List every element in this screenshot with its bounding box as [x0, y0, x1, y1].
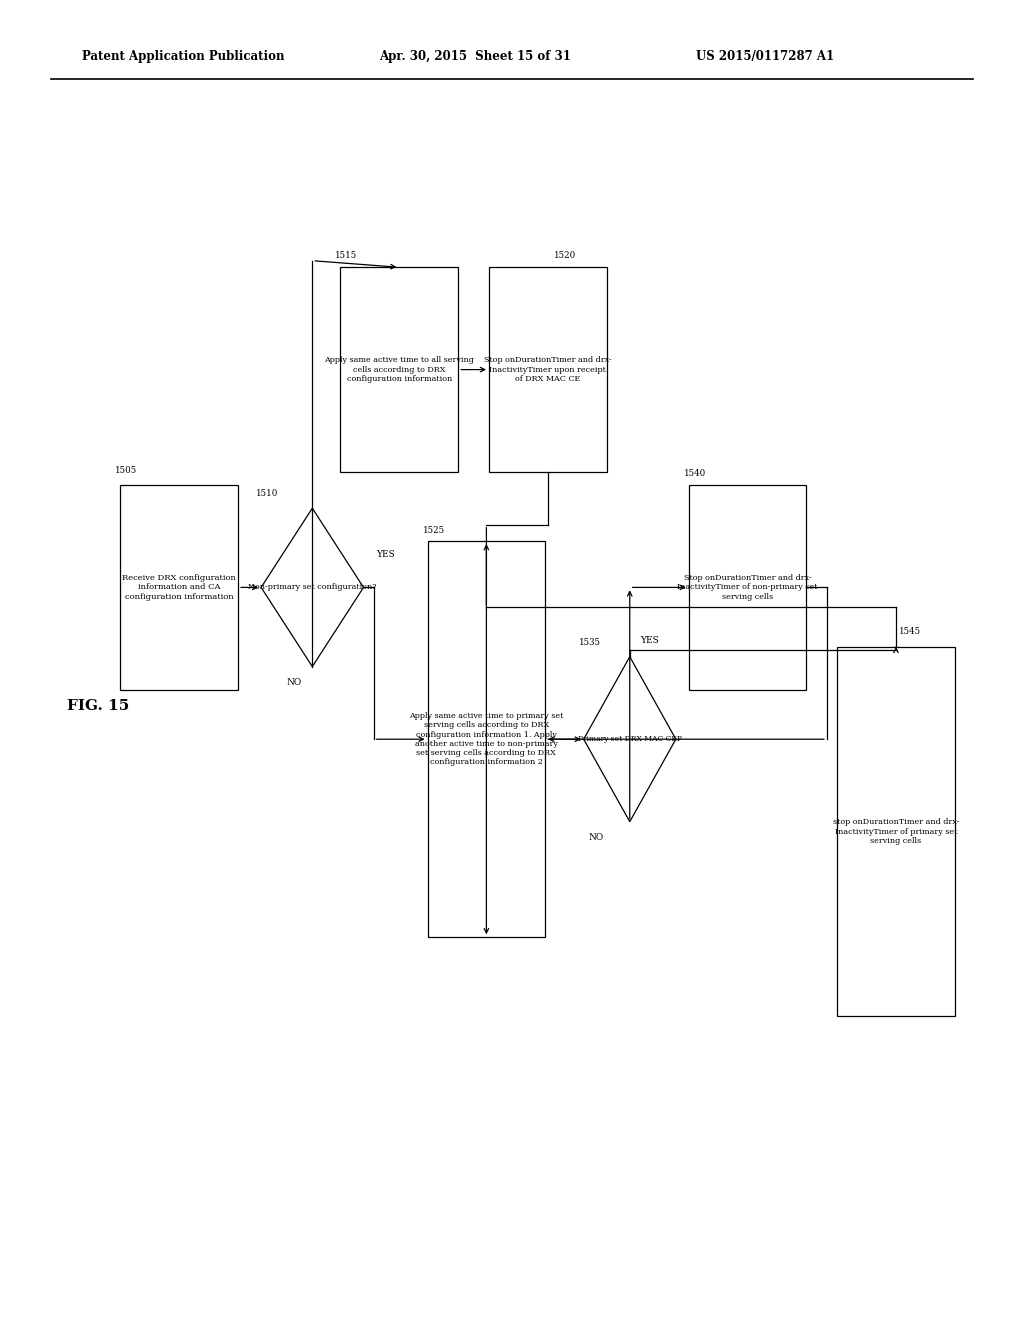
- Text: Non-primary set configuration?: Non-primary set configuration?: [248, 583, 377, 591]
- Text: 1525: 1525: [422, 525, 444, 535]
- Polygon shape: [261, 508, 364, 667]
- Text: NO: NO: [287, 678, 302, 686]
- Bar: [688, 484, 807, 689]
- Text: 1515: 1515: [336, 251, 357, 260]
- Text: Primary set DRX MAC CEP: Primary set DRX MAC CEP: [578, 735, 682, 743]
- Text: Patent Application Publication: Patent Application Publication: [82, 50, 285, 63]
- Text: Apply same active time to all serving
cells according to DRX
configuration infor: Apply same active time to all serving ce…: [325, 356, 474, 383]
- Text: NO: NO: [589, 833, 604, 842]
- Text: 1520: 1520: [553, 251, 575, 260]
- Text: Stop onDurationTimer and drx-
InactivityTimer of non-primary set
serving cells: Stop onDurationTimer and drx- Inactivity…: [677, 574, 818, 601]
- Text: 1540: 1540: [684, 469, 706, 478]
- Text: US 2015/0117287 A1: US 2015/0117287 A1: [696, 50, 835, 63]
- Text: 1505: 1505: [115, 466, 137, 475]
- Text: Stop onDurationTimer and drx-
InactivityTimer upon receipt
of DRX MAC CE: Stop onDurationTimer and drx- Inactivity…: [484, 356, 611, 383]
- Text: 1535: 1535: [579, 638, 600, 647]
- Text: 1510: 1510: [256, 488, 279, 498]
- Text: Apr. 30, 2015  Sheet 15 of 31: Apr. 30, 2015 Sheet 15 of 31: [379, 50, 570, 63]
- Text: 1545: 1545: [899, 627, 921, 636]
- Text: YES: YES: [376, 550, 394, 558]
- Text: Apply same active time to primary set
serving cells according to DRX
configurati: Apply same active time to primary set se…: [410, 713, 563, 766]
- Bar: [838, 647, 954, 1016]
- Bar: [489, 268, 606, 473]
- Polygon shape: [584, 657, 676, 821]
- Bar: [428, 541, 545, 937]
- Bar: [340, 268, 459, 473]
- Text: YES: YES: [640, 636, 658, 645]
- Text: stop onDurationTimer and drx-
InactivityTimer of primary set
serving cells: stop onDurationTimer and drx- Inactivity…: [833, 818, 959, 845]
- Bar: [121, 484, 238, 689]
- Text: Receive DRX configuration
information and CA
configuration information: Receive DRX configuration information an…: [122, 574, 237, 601]
- Text: FIG. 15: FIG. 15: [67, 700, 129, 713]
